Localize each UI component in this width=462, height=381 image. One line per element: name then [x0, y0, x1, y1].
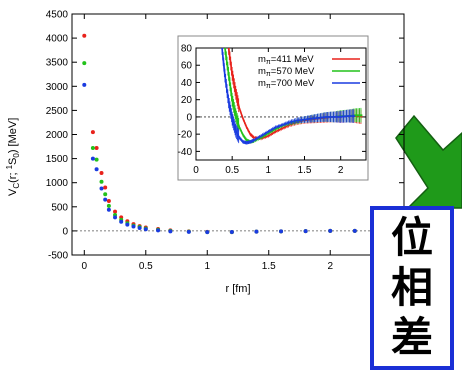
- svg-text:mπ=411 MeV: mπ=411 MeV: [258, 54, 314, 66]
- inset-x-tick-label: 2: [338, 165, 344, 176]
- main-point-series-2: [186, 229, 191, 234]
- main-x-tick-label: 1: [204, 261, 210, 272]
- main-point-series-0: [103, 185, 108, 190]
- x-axis-label: r [fm]: [225, 283, 250, 295]
- main-point-series-1: [90, 145, 95, 150]
- inset-series-2: [221, 47, 356, 145]
- main-y-tick-label: 4500: [46, 10, 69, 21]
- inset-y-tick-label: 40: [181, 78, 193, 89]
- kanji-char-1: 位: [390, 213, 433, 262]
- inset-y-tick-label: -40: [178, 147, 193, 158]
- main-y-tick-label: 1500: [46, 154, 69, 165]
- main-x-tick-label: 0: [82, 261, 88, 272]
- inset-x-tick-label: 1.5: [298, 165, 312, 176]
- main-point-series-0: [113, 209, 118, 214]
- legend-entry-411: mπ=411 MeV: [258, 54, 360, 66]
- kanji-char-3: 差: [390, 313, 433, 362]
- main-point-series-2: [113, 215, 118, 220]
- main-y-tick-label: 3500: [46, 58, 69, 69]
- main-point-series-0: [99, 171, 104, 176]
- main-point-series-2: [131, 224, 136, 229]
- main-point-series-0: [82, 33, 87, 38]
- main-point-series-2: [125, 222, 130, 227]
- main-y-tick-label: 0: [62, 226, 68, 237]
- legend: mπ=411 MeV mπ=570 MeV mπ=700 MeV: [258, 54, 360, 90]
- main-point-series-0: [90, 130, 95, 135]
- main-point-series-2: [205, 230, 210, 235]
- main-point-series-1: [82, 61, 87, 66]
- main-point-series-2: [143, 227, 148, 232]
- inset-y-tick-label: 20: [181, 95, 193, 106]
- main-point-series-0: [106, 199, 111, 204]
- inset-y-ticks: -40 -20 0 20 40 60 80: [178, 44, 366, 158]
- main-point-series-2: [103, 197, 108, 202]
- main-y-tick-label: 2500: [46, 106, 69, 117]
- main-point-series-2: [352, 228, 357, 233]
- main-point-series-2: [328, 228, 333, 233]
- main-point-series-2: [82, 82, 87, 87]
- main-y-tick-label: 500: [51, 202, 68, 213]
- inset-curve-series-2: [221, 47, 356, 144]
- legend-entry-700: mπ=700 MeV: [258, 78, 360, 90]
- inset-x-tick-label: 1: [266, 165, 272, 176]
- arrow-icon: [395, 114, 462, 209]
- main-x-tick-label: 2: [327, 261, 333, 272]
- main-point-series-2: [90, 156, 95, 161]
- main-y-tick-label: 1000: [46, 178, 69, 189]
- inset-x-tick-label: 0.5: [225, 165, 239, 176]
- main-point-series-2: [156, 228, 161, 233]
- inset-y-tick-label: 80: [181, 44, 193, 55]
- main-point-series-2: [137, 226, 142, 231]
- main-point-series-2: [254, 229, 259, 234]
- main-point-series-2: [303, 229, 308, 234]
- inset-x-tick-label: 0: [193, 165, 199, 176]
- phase-shift-label-box: 位 相 差: [370, 206, 454, 370]
- main-point-series-2: [94, 167, 99, 172]
- kanji-char-2: 相: [390, 263, 433, 312]
- main-data-points: [82, 33, 357, 235]
- main-point-series-2: [168, 229, 173, 234]
- svg-text:mπ=700 MeV: mπ=700 MeV: [258, 78, 315, 90]
- main-point-series-1: [103, 192, 108, 197]
- main-point-series-2: [106, 207, 111, 212]
- main-point-series-2: [279, 229, 284, 234]
- svg-text:mπ=570 MeV: mπ=570 MeV: [258, 66, 315, 78]
- main-y-tick-label: 3000: [46, 82, 69, 93]
- main-y-tick-label: 4000: [46, 34, 69, 45]
- inset-y-tick-label: 60: [181, 61, 193, 72]
- main-x-tick-label: 0.5: [139, 261, 153, 272]
- main-x-ticks: 0 0.5 1 1.5 2: [82, 14, 333, 272]
- main-point-series-1: [99, 179, 104, 184]
- inset-y-tick-label: -20: [178, 130, 193, 141]
- inset-x-ticks: 0 0.5 1 1.5 2: [193, 48, 344, 176]
- main-point-series-2: [229, 229, 234, 234]
- main-y-tick-label: -500: [48, 251, 68, 262]
- main-point-series-0: [94, 145, 99, 150]
- main-y-tick-label: 2000: [46, 130, 69, 141]
- main-point-series-2: [119, 219, 124, 224]
- main-point-series-1: [106, 203, 111, 208]
- main-x-tick-label: 1.5: [262, 261, 276, 272]
- inset-data-series: [221, 47, 363, 145]
- main-point-series-1: [94, 157, 99, 162]
- y-axis-label: VC(r; 1S0) [MeV]: [5, 118, 21, 196]
- legend-entry-570: mπ=570 MeV: [258, 66, 360, 78]
- inset-y-tick-label: 0: [186, 112, 192, 123]
- main-point-series-2: [99, 186, 104, 191]
